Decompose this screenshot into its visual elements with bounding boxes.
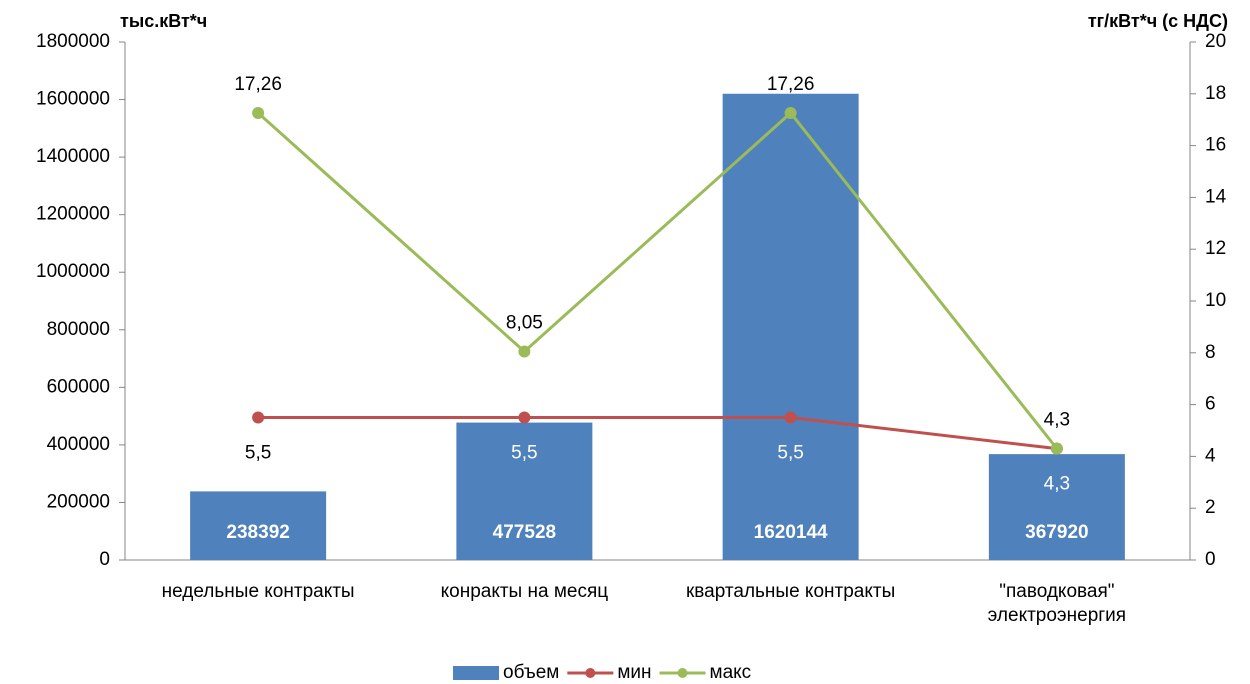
legend-swatch — [585, 668, 596, 678]
line-value-label: 8,05 — [506, 313, 543, 334]
legend-swatch — [677, 668, 688, 678]
line-point — [518, 411, 531, 424]
line-value-label: 4,3 — [1044, 474, 1070, 495]
bar — [190, 491, 327, 560]
line-value-label: 5,5 — [777, 443, 803, 464]
legend-label: макс — [710, 662, 752, 683]
bar-value-label: 367920 — [1025, 522, 1088, 543]
bar-value-label: 477528 — [493, 522, 556, 543]
bar — [456, 422, 593, 560]
y-tick-label: 800000 — [47, 319, 110, 340]
y-tick-label: 1400000 — [36, 146, 110, 167]
y-tick-label: 1800000 — [36, 31, 110, 52]
line-point — [518, 345, 531, 358]
y2-tick-label: 8 — [1205, 342, 1216, 363]
y2-tick-label: 10 — [1205, 290, 1226, 311]
x-tick-label: квартальные контракты — [685, 581, 896, 602]
y-tick-label: 600000 — [47, 376, 110, 397]
y2-tick-label: 18 — [1205, 83, 1226, 104]
legend-swatch — [453, 666, 499, 680]
line — [258, 416, 1058, 451]
y-tick-label: 200000 — [47, 491, 110, 512]
y2-tick-label: 6 — [1205, 394, 1216, 415]
y2-tick-label: 0 — [1205, 549, 1216, 570]
x-tick-label: недельные контракты — [161, 581, 355, 602]
line — [257, 110, 1059, 450]
y-tick-label: 1000000 — [36, 261, 110, 282]
y-tick-label: 1200000 — [36, 204, 110, 225]
y-tick-label: 400000 — [47, 434, 110, 455]
y2-axis-label: тг/кВт*ч (с НДС) — [1088, 11, 1228, 31]
y2-tick-label: 20 — [1205, 31, 1226, 52]
legend-label: мин — [617, 662, 651, 683]
x-tick-label: "паводковая" электроэнергия — [987, 581, 1127, 626]
line-value-label: 5,5 — [511, 443, 537, 464]
line-point — [252, 411, 265, 424]
bar-value-label: 1620144 — [754, 522, 828, 543]
x-tick-label: конракты на месяц — [440, 581, 609, 602]
line-value-label: 4,3 — [1044, 410, 1070, 431]
y2-tick-label: 12 — [1205, 238, 1226, 259]
line-value-label: 5,5 — [245, 443, 271, 464]
line-point — [784, 411, 797, 424]
y-tick-label: 1600000 — [36, 89, 110, 110]
line-point — [784, 106, 797, 119]
line-value-label: 17,26 — [767, 74, 815, 95]
line-point — [1050, 442, 1063, 455]
line-point — [252, 106, 265, 119]
y2-tick-label: 16 — [1205, 135, 1226, 156]
y-tick-label: 0 — [99, 549, 110, 570]
y2-tick-label: 2 — [1205, 497, 1216, 518]
bar — [722, 93, 859, 561]
y2-tick-label: 4 — [1205, 445, 1216, 466]
bar-value-label: 238392 — [226, 522, 289, 543]
y-axis-label: тыс.кВт*ч — [120, 11, 207, 31]
line-value-label: 17,26 — [234, 74, 282, 95]
y2-tick-label: 14 — [1205, 186, 1227, 207]
legend-label: объем — [503, 662, 559, 683]
bar — [988, 454, 1125, 560]
